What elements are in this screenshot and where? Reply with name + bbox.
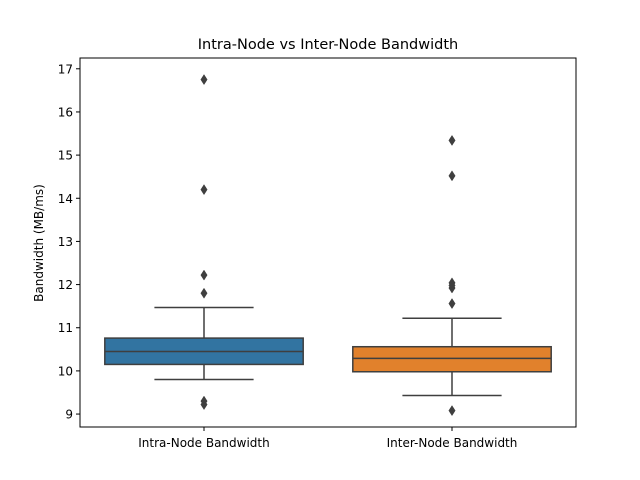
y-tick-label: 17 — [58, 62, 73, 76]
outlier-point — [201, 75, 207, 85]
x-tick-label: Intra-Node Bandwidth — [138, 436, 269, 450]
outlier-point — [449, 135, 455, 145]
chart-title: Intra-Node vs Inter-Node Bandwidth — [198, 37, 458, 53]
outlier-point — [201, 185, 207, 195]
outlier-point — [449, 406, 455, 416]
x-tick-label: Inter-Node Bandwidth — [387, 436, 518, 450]
box-group — [105, 75, 303, 410]
outlier-point — [449, 299, 455, 309]
y-tick-label: 11 — [58, 321, 73, 335]
y-tick-label: 15 — [58, 149, 73, 163]
outlier-point — [449, 171, 455, 181]
boxes-layer — [105, 75, 551, 416]
y-tick-label: 10 — [58, 364, 73, 378]
x-axis: Intra-Node Bandwidth Inter-Node Bandwidth — [138, 427, 517, 450]
y-tick-label: 14 — [58, 192, 73, 206]
y-tick-label: 16 — [58, 105, 73, 119]
outlier-point — [201, 270, 207, 280]
y-tick-label: 12 — [58, 278, 73, 292]
outlier-point — [201, 288, 207, 298]
y-tick-label: 13 — [58, 235, 73, 249]
box-group — [353, 135, 551, 415]
box — [353, 347, 551, 372]
y-tick-label: 9 — [65, 408, 73, 422]
y-axis-label: Bandwidth (MB/ms) — [32, 184, 46, 302]
y-axis: 9 10 11 12 13 14 15 16 17 — [58, 62, 80, 421]
